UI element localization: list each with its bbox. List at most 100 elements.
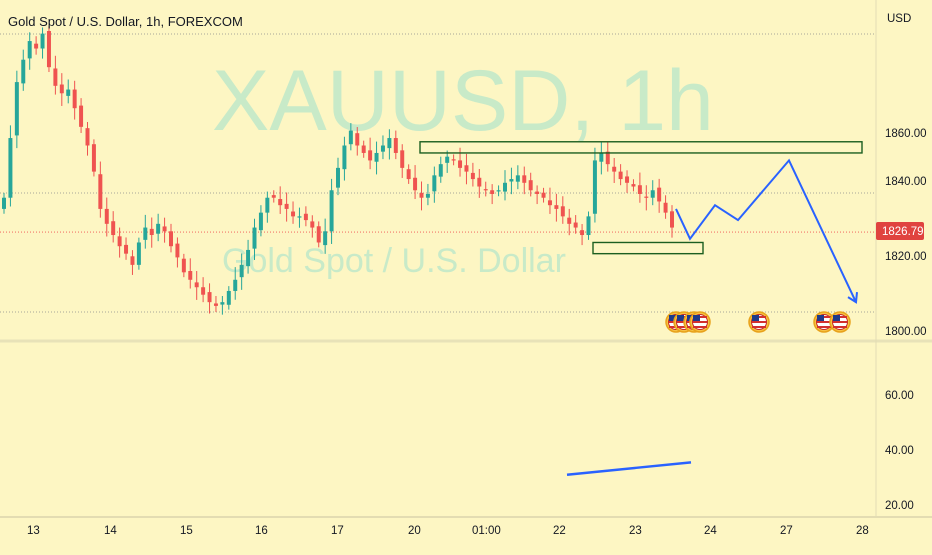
candle-body xyxy=(406,169,411,180)
candle-body xyxy=(425,193,430,198)
us-flag-icon xyxy=(689,311,711,333)
time-tick-label: 01:00 xyxy=(472,525,501,537)
candle-body xyxy=(657,187,662,202)
candle-body xyxy=(46,30,51,68)
candle-body xyxy=(650,190,655,198)
symbol-title: Gold Spot / U.S. Dollar, 1h, FOREXCOM xyxy=(8,14,243,29)
candle-body xyxy=(528,180,533,191)
candle-body xyxy=(451,159,456,161)
candle-body xyxy=(156,223,161,234)
candle-body xyxy=(612,166,617,172)
time-tick-label: 17 xyxy=(331,525,344,537)
candle-body xyxy=(393,138,398,153)
current-price-label: 1826.79 xyxy=(882,226,924,238)
candle-body xyxy=(348,130,353,145)
candle-body xyxy=(188,271,193,280)
candle-body xyxy=(66,89,71,96)
candle-body xyxy=(246,249,251,267)
time-tick-label: 28 xyxy=(856,525,869,537)
grid-lines xyxy=(0,0,932,518)
us-flag-icon xyxy=(748,311,770,333)
candle-body xyxy=(291,211,296,217)
candle-body xyxy=(34,43,39,49)
candle-body xyxy=(40,33,45,49)
candle-body xyxy=(252,227,257,249)
time-tick-label: 20 xyxy=(408,525,421,537)
candle-body xyxy=(181,258,186,273)
projection-arrowhead xyxy=(847,292,858,304)
candle-body xyxy=(432,175,437,192)
candle-body xyxy=(470,172,475,180)
candle-body xyxy=(323,231,328,246)
candle-body xyxy=(85,128,90,146)
indicator-tick-label: 20.00 xyxy=(885,500,914,512)
annotation-zones[interactable] xyxy=(419,141,863,255)
support-zone xyxy=(592,241,704,255)
candle-body xyxy=(316,226,321,243)
price-tick-label: 1800.00 xyxy=(885,326,927,338)
candle-body xyxy=(329,190,334,232)
candle-body xyxy=(637,185,642,194)
candle-body xyxy=(226,290,231,305)
candle-body xyxy=(27,41,32,59)
candle-body xyxy=(496,190,501,192)
candle-body xyxy=(380,145,385,152)
indicator-tick-label: 40.00 xyxy=(885,445,914,457)
candle-body xyxy=(509,179,514,182)
candle-body xyxy=(258,212,263,231)
candle-body xyxy=(445,156,450,163)
candle-body xyxy=(53,68,58,86)
candle-body xyxy=(567,217,572,224)
indicator-pane[interactable] xyxy=(566,461,692,476)
indicator-trend-line xyxy=(566,461,692,476)
candle-body xyxy=(284,203,289,209)
time-tick-label: 27 xyxy=(780,525,793,537)
candle-body xyxy=(586,216,591,236)
candle-body xyxy=(580,230,585,236)
candle-body xyxy=(201,287,206,295)
candle-body xyxy=(625,176,630,183)
time-tick-label: 22 xyxy=(553,525,566,537)
candle-body xyxy=(663,202,668,213)
candle-body xyxy=(374,152,379,162)
candle-body xyxy=(644,196,649,198)
candle-body xyxy=(59,84,64,94)
time-tick-label: 15 xyxy=(180,525,193,537)
candle-body xyxy=(117,236,122,247)
candle-body xyxy=(271,195,276,198)
candle-body xyxy=(483,189,488,191)
watermark-layer: XAUUSD, 1h Gold Spot / U.S. Dollar xyxy=(212,53,714,280)
projection-path xyxy=(675,158,857,303)
watermark-ticker: XAUUSD, 1h xyxy=(212,53,714,149)
candle-body xyxy=(207,292,212,303)
candle-body xyxy=(136,242,141,265)
price-tick-label: 1860.00 xyxy=(885,128,927,140)
candle-body xyxy=(111,221,116,236)
candle-body xyxy=(541,192,546,198)
candle-body xyxy=(310,221,315,228)
candle-body xyxy=(599,152,604,162)
candle-body xyxy=(149,228,154,236)
candle-body xyxy=(573,222,578,228)
candle-body xyxy=(458,160,463,168)
candle-body xyxy=(79,105,84,127)
candle-body xyxy=(239,264,244,278)
candlestick-series[interactable] xyxy=(2,26,674,315)
candle-body xyxy=(233,279,238,291)
candle-body xyxy=(361,145,366,153)
indicator-tick-label: 60.00 xyxy=(885,390,914,402)
candle-body xyxy=(464,165,469,172)
economic-events[interactable] xyxy=(665,311,851,333)
candle-body xyxy=(336,167,340,188)
candle-body xyxy=(631,184,636,187)
price-tick-label: 1820.00 xyxy=(885,251,927,263)
axes: USD 1860.00 1840.00 1820.00 1800.00 60.0… xyxy=(27,13,927,537)
candle-body xyxy=(175,243,180,258)
candle-body xyxy=(413,177,418,191)
projection-layer[interactable] xyxy=(675,158,858,304)
candle-body xyxy=(297,216,302,218)
candle-body xyxy=(169,231,173,247)
candle-body xyxy=(8,138,13,198)
